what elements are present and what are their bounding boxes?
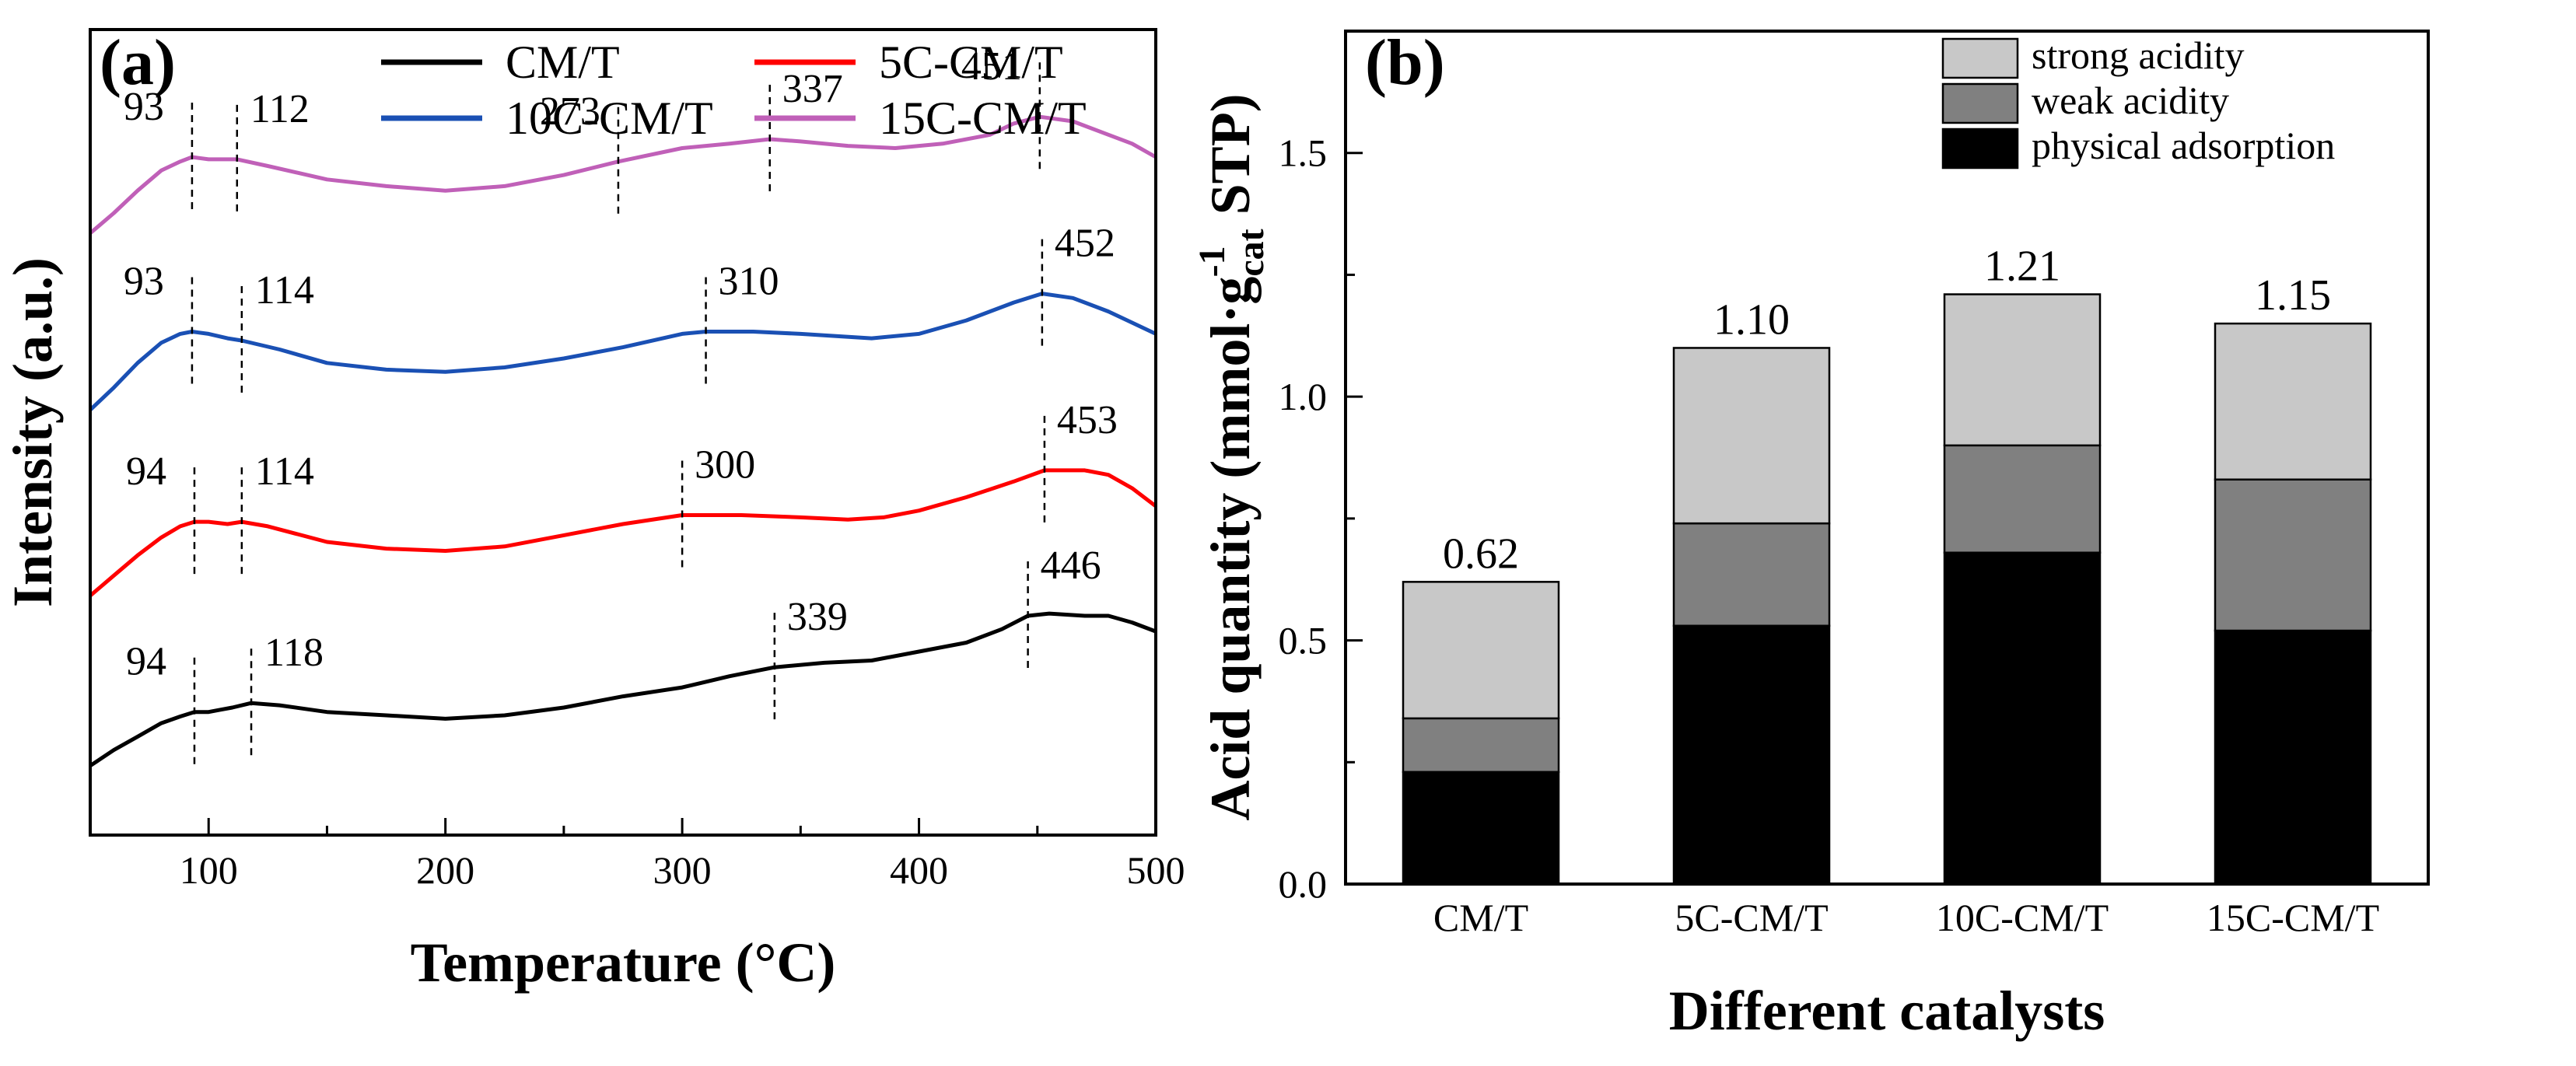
bar-15c-cm-t-physical-adsorption bbox=[2214, 629, 2372, 886]
peak-label-10c-cm-t-310: 310 bbox=[719, 260, 779, 304]
bar-15c-cm-t-weak-acidity bbox=[2214, 478, 2372, 632]
bar-cm-t-weak-acidity bbox=[1402, 717, 1560, 774]
panel-a-label: (a) bbox=[100, 26, 176, 99]
legend-swatch-strong-acidity bbox=[1941, 37, 2019, 79]
peak-label-15c-cm-t-273: 273 bbox=[540, 89, 600, 134]
bar-total-15c-cm-t: 1.15 bbox=[2255, 271, 2331, 320]
panel-b-x-tick-label-10c-cm-t: 10C-CM/T bbox=[1936, 896, 2109, 939]
peak-label-10c-cm-t-452: 452 bbox=[1055, 222, 1115, 266]
peak-label-10c-cm-t-114: 114 bbox=[255, 268, 314, 313]
bar-10c-cm-t-weak-acidity bbox=[1943, 444, 2102, 554]
panel-a-line-chart: (a) 100 200 300 400 500 94 118 339 446 94 114 300 4… bbox=[2, 26, 1185, 994]
line-10c-cm-t bbox=[89, 292, 1157, 412]
peak-label-15c-cm-t-337: 337 bbox=[782, 67, 843, 111]
panel-b-y-axis-title-tail: STP) bbox=[1199, 93, 1262, 215]
panel-b-y-tick-labels: 0.0 0.5 1.0 1.5 bbox=[1279, 131, 1328, 906]
panel-b-x-tick-label-cm-t: CM/T bbox=[1433, 896, 1528, 939]
panel-b-y-axis-title: Acid quantity (mmol·gcat-1 STP) bbox=[1192, 93, 1272, 820]
bar-total-5c-cm-t: 1.10 bbox=[1713, 295, 1790, 344]
bar-10c-cm-t-strong-acidity bbox=[1943, 293, 2102, 447]
panel-a-x-tick-label-300: 300 bbox=[653, 848, 712, 892]
panel-a-x-tick-labels: 100 200 300 400 500 bbox=[180, 848, 1185, 892]
panel-a-x-tick-label-400: 400 bbox=[890, 848, 948, 892]
peak-label-cm-t-446: 446 bbox=[1041, 543, 1101, 588]
line-5c-cm-t bbox=[89, 468, 1157, 598]
panel-a-x-tick-label-200: 200 bbox=[416, 848, 474, 892]
panel-a-peak-annotations: 94 118 339 446 94 114 300 453 93 114 310 452 93 112 27… bbox=[124, 44, 1118, 767]
peak-label-5c-cm-t-94: 94 bbox=[126, 449, 166, 494]
bar-5c-cm-t-weak-acidity bbox=[1672, 522, 1831, 627]
panel-b-x-tick-label-5c-cm-t: 5C-CM/T bbox=[1675, 896, 1828, 939]
panel-b-y-ticks bbox=[1346, 30, 1363, 886]
peak-label-cm-t-118: 118 bbox=[264, 631, 324, 675]
line-cm-t bbox=[89, 611, 1157, 767]
bar-10c-cm-t-physical-adsorption bbox=[1943, 551, 2102, 886]
bar-5c-cm-t-strong-acidity bbox=[1672, 347, 1831, 525]
peak-label-5c-cm-t-453: 453 bbox=[1057, 398, 1118, 442]
panel-b-y-axis-title-sup: -1 bbox=[1192, 246, 1233, 277]
panel-b-label: (b) bbox=[1365, 26, 1445, 99]
panel-a-y-axis-title: Intensity (a.u.) bbox=[2, 257, 64, 607]
panel-a-axes-frame bbox=[89, 28, 1157, 837]
peak-label-cm-t-94: 94 bbox=[126, 640, 166, 684]
panel-b-y-axis-title-sub: cat bbox=[1230, 229, 1272, 276]
panel-b-x-tick-label-15c-cm-t: 15C-CM/T bbox=[2207, 896, 2379, 939]
bar-15c-cm-t-strong-acidity bbox=[2214, 322, 2372, 481]
bar-5c-cm-t-physical-adsorption bbox=[1672, 624, 1831, 886]
legend-swatch-physical-adsorption bbox=[1941, 128, 2019, 170]
panel-a-legend: CM/T 5C-CM/T 10C-CM/T 15C-CM/T bbox=[381, 37, 1087, 144]
panel-a-series-lines bbox=[89, 114, 1157, 767]
panel-a-x-tick-label-100: 100 bbox=[180, 848, 238, 892]
panel-a-x-axis-title: Temperature (°C) bbox=[411, 931, 836, 994]
peak-label-10c-cm-t-93: 93 bbox=[124, 260, 164, 304]
legend-label-15c-cm-t: 15C-CM/T bbox=[879, 93, 1087, 144]
peak-label-15c-cm-t-93: 93 bbox=[124, 85, 164, 129]
legend-swatch-weak-acidity bbox=[1941, 82, 2019, 124]
peak-label-15c-cm-t-451: 451 bbox=[961, 44, 1022, 89]
legend-label-weak-acidity: weak acidity bbox=[2032, 79, 2229, 122]
legend-label-strong-acidity: strong acidity bbox=[2032, 33, 2245, 77]
panel-b-x-tick-labels: CM/T 5C-CM/T 10C-CM/T 15C-CM/T bbox=[1433, 872, 2379, 939]
panel-b-bars bbox=[1402, 293, 2372, 886]
legend-label-5c-cm-t: 5C-CM/T bbox=[879, 37, 1063, 88]
peak-label-cm-t-339: 339 bbox=[787, 595, 848, 639]
panel-b-stacked-bar-chart: (b) 0.0 0.5 1.0 1.5 0.62 1.10 1.21 1.15 CM/T 5C… bbox=[1192, 26, 2430, 1042]
legend-label-physical-adsorption: physical adsorption bbox=[2032, 124, 2335, 167]
panel-b-y-axis-title-main: Acid quantity (mmol·g bbox=[1199, 277, 1262, 821]
panel-b-y-tick-label-1.5: 1.5 bbox=[1279, 131, 1328, 175]
panel-b-y-tick-label-1.0: 1.0 bbox=[1279, 375, 1328, 418]
panel-b-bar-totals: 0.62 1.10 1.21 1.15 bbox=[1443, 243, 2331, 578]
panel-a-x-ticks bbox=[89, 818, 1157, 835]
bar-total-cm-t: 0.62 bbox=[1443, 530, 1519, 578]
bar-total-10c-cm-t: 1.21 bbox=[1984, 243, 2060, 291]
peak-label-5c-cm-t-300: 300 bbox=[695, 442, 755, 487]
legend-label-10c-cm-t: 10C-CM/T bbox=[506, 93, 713, 144]
panel-b-y-tick-label-0.5: 0.5 bbox=[1279, 619, 1328, 662]
peak-label-5c-cm-t-114: 114 bbox=[255, 449, 314, 494]
panel-b-axes-frame bbox=[1344, 30, 2430, 886]
panel-b-x-axis-title: Different catalysts bbox=[1669, 980, 2105, 1042]
bar-cm-t-strong-acidity bbox=[1402, 581, 1560, 720]
peak-label-15c-cm-t-112: 112 bbox=[250, 87, 310, 131]
panel-b-y-tick-label-0.0: 0.0 bbox=[1279, 862, 1328, 906]
line-15c-cm-t bbox=[89, 114, 1157, 235]
bar-cm-t-physical-adsorption bbox=[1402, 771, 1560, 886]
panel-a-x-tick-label-500: 500 bbox=[1127, 848, 1185, 892]
legend-label-cm-t: CM/T bbox=[506, 37, 620, 88]
